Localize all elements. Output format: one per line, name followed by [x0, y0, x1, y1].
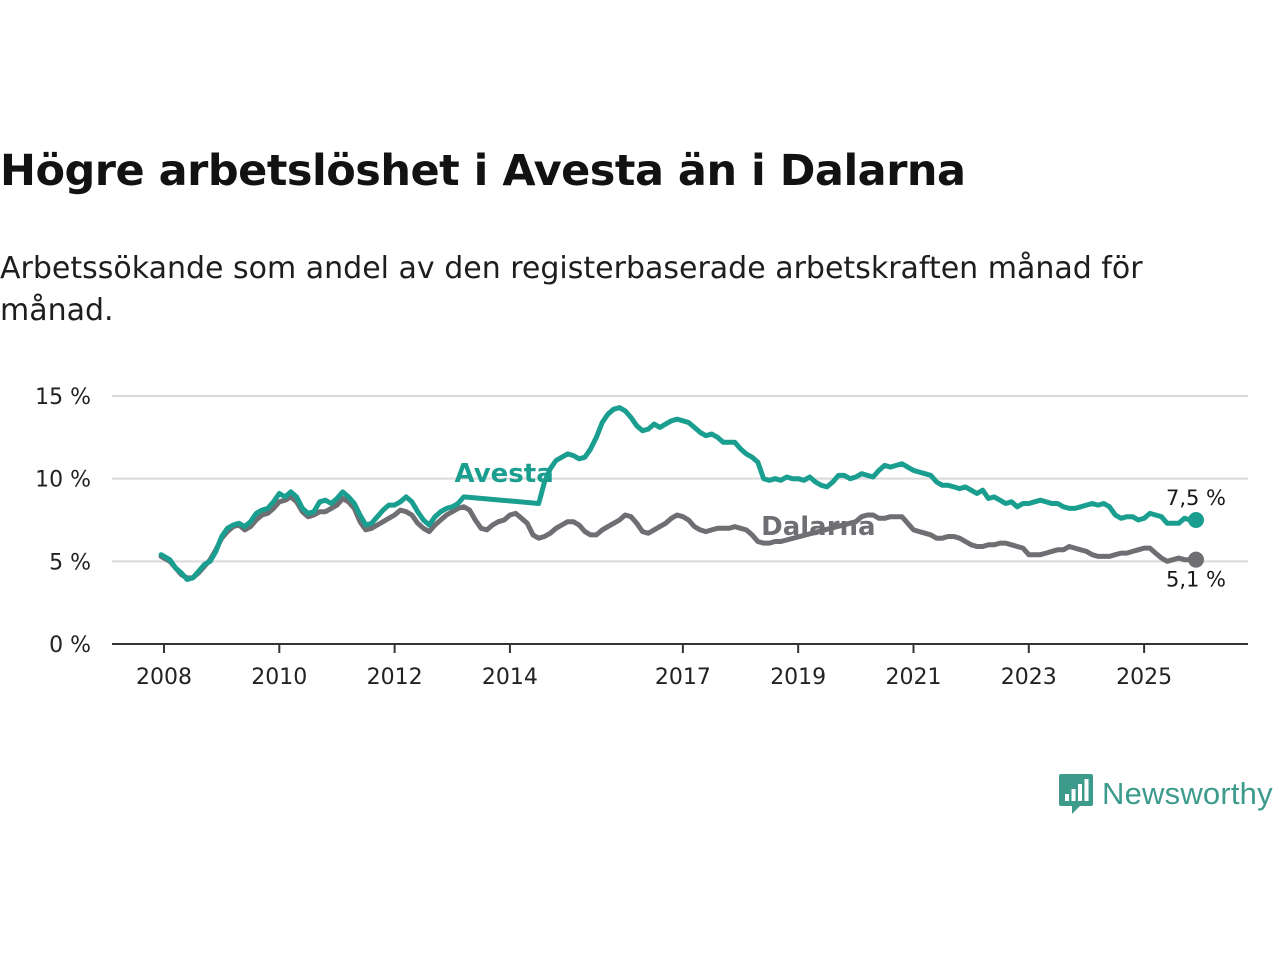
x-axis: 2008 2010 2012 2014 2017 2019 2021 2023 2025: [112, 643, 1248, 690]
x-tick-label: 2019: [770, 665, 826, 690]
series-line-avesta: [158, 405, 1199, 582]
end-point-dalarna: [1188, 551, 1204, 568]
x-tick-label: 2012: [367, 665, 423, 690]
series-line-dalarna: [158, 494, 1199, 581]
end-label-dalarna: 5,1 %: [1166, 568, 1226, 592]
line-chart: 0 %5 %10 %15 % 2008 2010 2012 2014 2017 2019 2…: [35, 385, 1248, 690]
newsworthy-logo-icon: [1059, 774, 1093, 814]
y-tick-label: 0 %: [49, 633, 91, 658]
gridlines: [112, 395, 1248, 563]
series-label-avesta: Avesta: [455, 459, 554, 489]
x-tick-label: 2008: [136, 665, 192, 690]
series-label-dalarna: Dalarna: [761, 512, 875, 542]
x-tick-label: 2021: [885, 665, 941, 690]
x-tick-label: 2017: [655, 665, 711, 690]
series-labels: 5,1 % 7,5 % Avesta Dalarna: [455, 459, 1226, 592]
y-tick-label: 10 %: [35, 468, 91, 493]
brand-logo: Newsworthy: [1058, 772, 1273, 816]
y-tick-label: 5 %: [49, 550, 91, 575]
end-point-avesta: [1188, 512, 1204, 528]
series-lines: [158, 405, 1204, 582]
x-tick-label: 2014: [482, 665, 538, 690]
x-tick-label: 2010: [251, 665, 307, 690]
end-label-avesta: 7,5 %: [1166, 486, 1226, 510]
brand-name: Newsworthy: [1102, 776, 1273, 811]
x-tick-label: 2023: [1001, 665, 1057, 690]
y-tick-label: 15 %: [35, 385, 91, 410]
chart-subtitle: Arbetssökande som andel av den registerb…: [0, 251, 1143, 328]
y-axis-labels: 0 % 5 % 10 % 15 %: [35, 385, 91, 658]
x-tick-label: 2025: [1116, 665, 1172, 690]
chart-title: Högre arbetslöshet i Avesta än i Dalarna: [0, 146, 966, 196]
